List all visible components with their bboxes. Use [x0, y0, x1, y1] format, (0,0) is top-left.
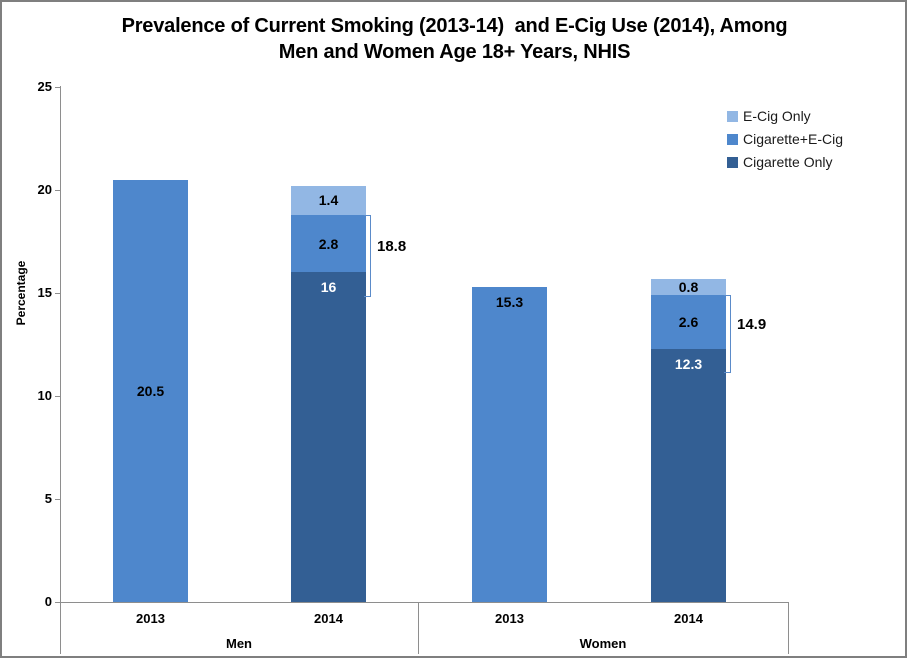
bar-segment: [291, 185, 366, 215]
chart-title: Prevalence of Current Smoking (2013-14) …: [0, 13, 909, 65]
y-tick-label: 0: [44, 594, 52, 609]
y-tick-mark: [55, 190, 60, 191]
y-tick-mark: [55, 87, 60, 88]
legend-color-swatch: [727, 157, 738, 168]
y-tick-mark: [55, 293, 60, 294]
bracket: [364, 214, 371, 298]
category-label: 2013: [495, 611, 524, 626]
y-axis-line: [60, 86, 61, 654]
legend-item-label: Cigarette+E-Cig: [743, 131, 843, 147]
x-axis-line: [60, 602, 789, 603]
bar-segment-label: 16: [320, 279, 337, 296]
category-label: 2013: [136, 611, 165, 626]
bar-segment-label: 0.8: [678, 278, 699, 295]
y-tick-label: 20: [37, 182, 52, 197]
bar-segment: [472, 286, 547, 602]
bar-segment: [651, 278, 726, 296]
bracket-label: 14.9: [737, 316, 767, 334]
legend-item-label: E-Cig Only: [743, 108, 811, 124]
y-tick-label: 5: [44, 491, 52, 506]
bar-segment: [651, 295, 726, 349]
bar-segment: [291, 214, 366, 273]
bar-segment-label: 1.4: [318, 192, 339, 209]
category-label: 2014: [674, 611, 703, 626]
bar-segment-label: 12.3: [674, 355, 703, 372]
y-tick-mark: [55, 602, 60, 603]
category-label: 2014: [314, 611, 343, 626]
chart-title-line-2: Men and Women Age 18+ Years, NHIS: [278, 41, 631, 63]
legend-item: Cigarette+E-Cig: [727, 132, 843, 147]
legend-color-swatch: [727, 111, 738, 122]
bar-segment-label: 20.5: [136, 382, 165, 399]
y-tick-label: 15: [37, 285, 52, 300]
bar-segment-label: 2.8: [318, 235, 339, 252]
y-tick-label: 25: [37, 79, 52, 94]
y-tick-mark: [55, 499, 60, 500]
group-separator: [418, 602, 419, 654]
bar-segment: [113, 179, 188, 602]
bracket-label: 18.8: [377, 237, 407, 255]
bar-segment-label: 15.3: [495, 293, 524, 310]
bar-segment: [291, 272, 366, 602]
chart-title-line-1: Prevalence of Current Smoking (2013-14) …: [121, 15, 788, 37]
y-tick-label: 10: [37, 388, 52, 403]
group-label: Women: [579, 636, 627, 651]
legend-item-label: Cigarette Only: [743, 154, 833, 170]
group-separator: [788, 602, 789, 654]
legend-color-swatch: [727, 134, 738, 145]
legend: E-Cig Only Cigarette+E-Cig Cigarette Only: [727, 109, 843, 178]
bar-segment: [651, 348, 726, 602]
bracket: [724, 295, 731, 374]
group-label: Men: [226, 636, 252, 651]
bar-segment-label: 2.6: [678, 313, 699, 330]
y-tick-mark: [55, 396, 60, 397]
legend-item: Cigarette Only: [727, 155, 843, 170]
legend-item: E-Cig Only: [727, 109, 843, 124]
